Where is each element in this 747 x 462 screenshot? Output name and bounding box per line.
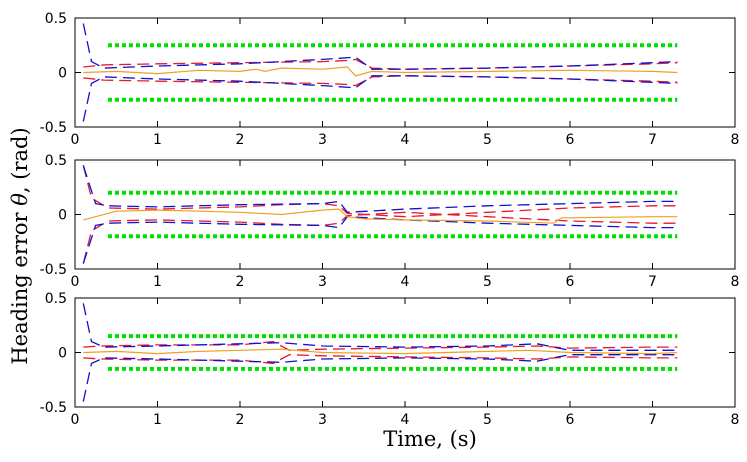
x-tick-label: 7 bbox=[648, 132, 657, 148]
x-tick-label: 3 bbox=[318, 274, 327, 290]
axes-frame bbox=[74, 159, 736, 270]
series-line-orange bbox=[83, 66, 678, 77]
series-line-blue bbox=[82, 303, 678, 351]
series-line-blue bbox=[82, 216, 678, 264]
x-tick-label: 3 bbox=[318, 132, 327, 148]
y-tick-label: 0.5 bbox=[45, 153, 67, 169]
x-tick-label: 1 bbox=[153, 274, 162, 290]
series-line-red bbox=[83, 340, 678, 351]
x-tick-label: 5 bbox=[483, 412, 492, 428]
y-tick-label: 0.5 bbox=[45, 291, 67, 307]
x-tick-label: 1 bbox=[153, 132, 162, 148]
subplots-group: 0 1 2 3 4 5 6 7 80.50-0.50 1 2 3 4 5 6 7 80.50-0.50 1 2 3 4 5… bbox=[40, 11, 740, 428]
subplot-3: 0 1 2 3 4 5 6 7 80.50-0.5 bbox=[40, 291, 740, 428]
x-tick-label: 6 bbox=[566, 412, 575, 428]
series-line-orange bbox=[83, 208, 678, 224]
x-tick-label: 5 bbox=[483, 132, 492, 148]
x-tick-label: 8 bbox=[731, 132, 740, 148]
series-line-red bbox=[83, 354, 678, 365]
y-tick-label: -0.5 bbox=[40, 400, 67, 416]
x-tick-label: 2 bbox=[236, 274, 245, 290]
series-line-blue bbox=[82, 75, 678, 122]
y-tick-label: 0 bbox=[58, 66, 67, 82]
series-line-orange bbox=[83, 348, 678, 355]
x-tick-label: 1 bbox=[153, 412, 162, 428]
x-tick-label: 4 bbox=[401, 412, 410, 428]
series-line-red bbox=[82, 211, 678, 264]
y-tick-label: 0 bbox=[58, 208, 67, 224]
x-tick-label: 5 bbox=[483, 274, 492, 290]
y-tick-label: 0.5 bbox=[45, 11, 67, 27]
y-axis-label-prefix: Heading error bbox=[8, 206, 32, 365]
subplot-2: 0 1 2 3 4 5 6 7 80.50-0.5 bbox=[40, 153, 740, 290]
series-line-blue bbox=[82, 23, 678, 70]
x-axis-label: Time, (s) bbox=[383, 427, 477, 451]
x-tick-label: 8 bbox=[731, 412, 740, 428]
series-line-red bbox=[83, 58, 678, 70]
x-tick-label: 0 bbox=[71, 412, 80, 428]
x-tick-label: 6 bbox=[566, 132, 575, 148]
series-line-blue bbox=[82, 165, 678, 213]
y-axis-label: Heading error θ, (rad) bbox=[8, 127, 32, 364]
x-tick-label: 0 bbox=[71, 132, 80, 148]
x-tick-label: 7 bbox=[648, 274, 657, 290]
series-line-red bbox=[83, 75, 678, 87]
x-tick-label: 6 bbox=[566, 274, 575, 290]
y-tick-label: -0.5 bbox=[40, 120, 67, 136]
y-tick-label: 0 bbox=[58, 346, 67, 362]
y-axis-label-symbol: θ bbox=[8, 193, 32, 206]
y-axis-label-suffix: , (rad) bbox=[8, 127, 32, 193]
x-tick-label: 7 bbox=[648, 412, 657, 428]
x-tick-label: 2 bbox=[236, 132, 245, 148]
series-line-blue bbox=[82, 354, 678, 402]
x-tick-label: 4 bbox=[401, 274, 410, 290]
x-tick-label: 0 bbox=[71, 274, 80, 290]
series-line-red bbox=[82, 165, 678, 218]
x-tick-label: 3 bbox=[318, 412, 327, 428]
x-tick-label: 8 bbox=[731, 274, 740, 290]
y-tick-label: -0.5 bbox=[40, 262, 67, 278]
x-tick-label: 4 bbox=[401, 132, 410, 148]
subplot-1: 0 1 2 3 4 5 6 7 80.50-0.5 bbox=[40, 11, 740, 148]
x-tick-label: 2 bbox=[236, 412, 245, 428]
